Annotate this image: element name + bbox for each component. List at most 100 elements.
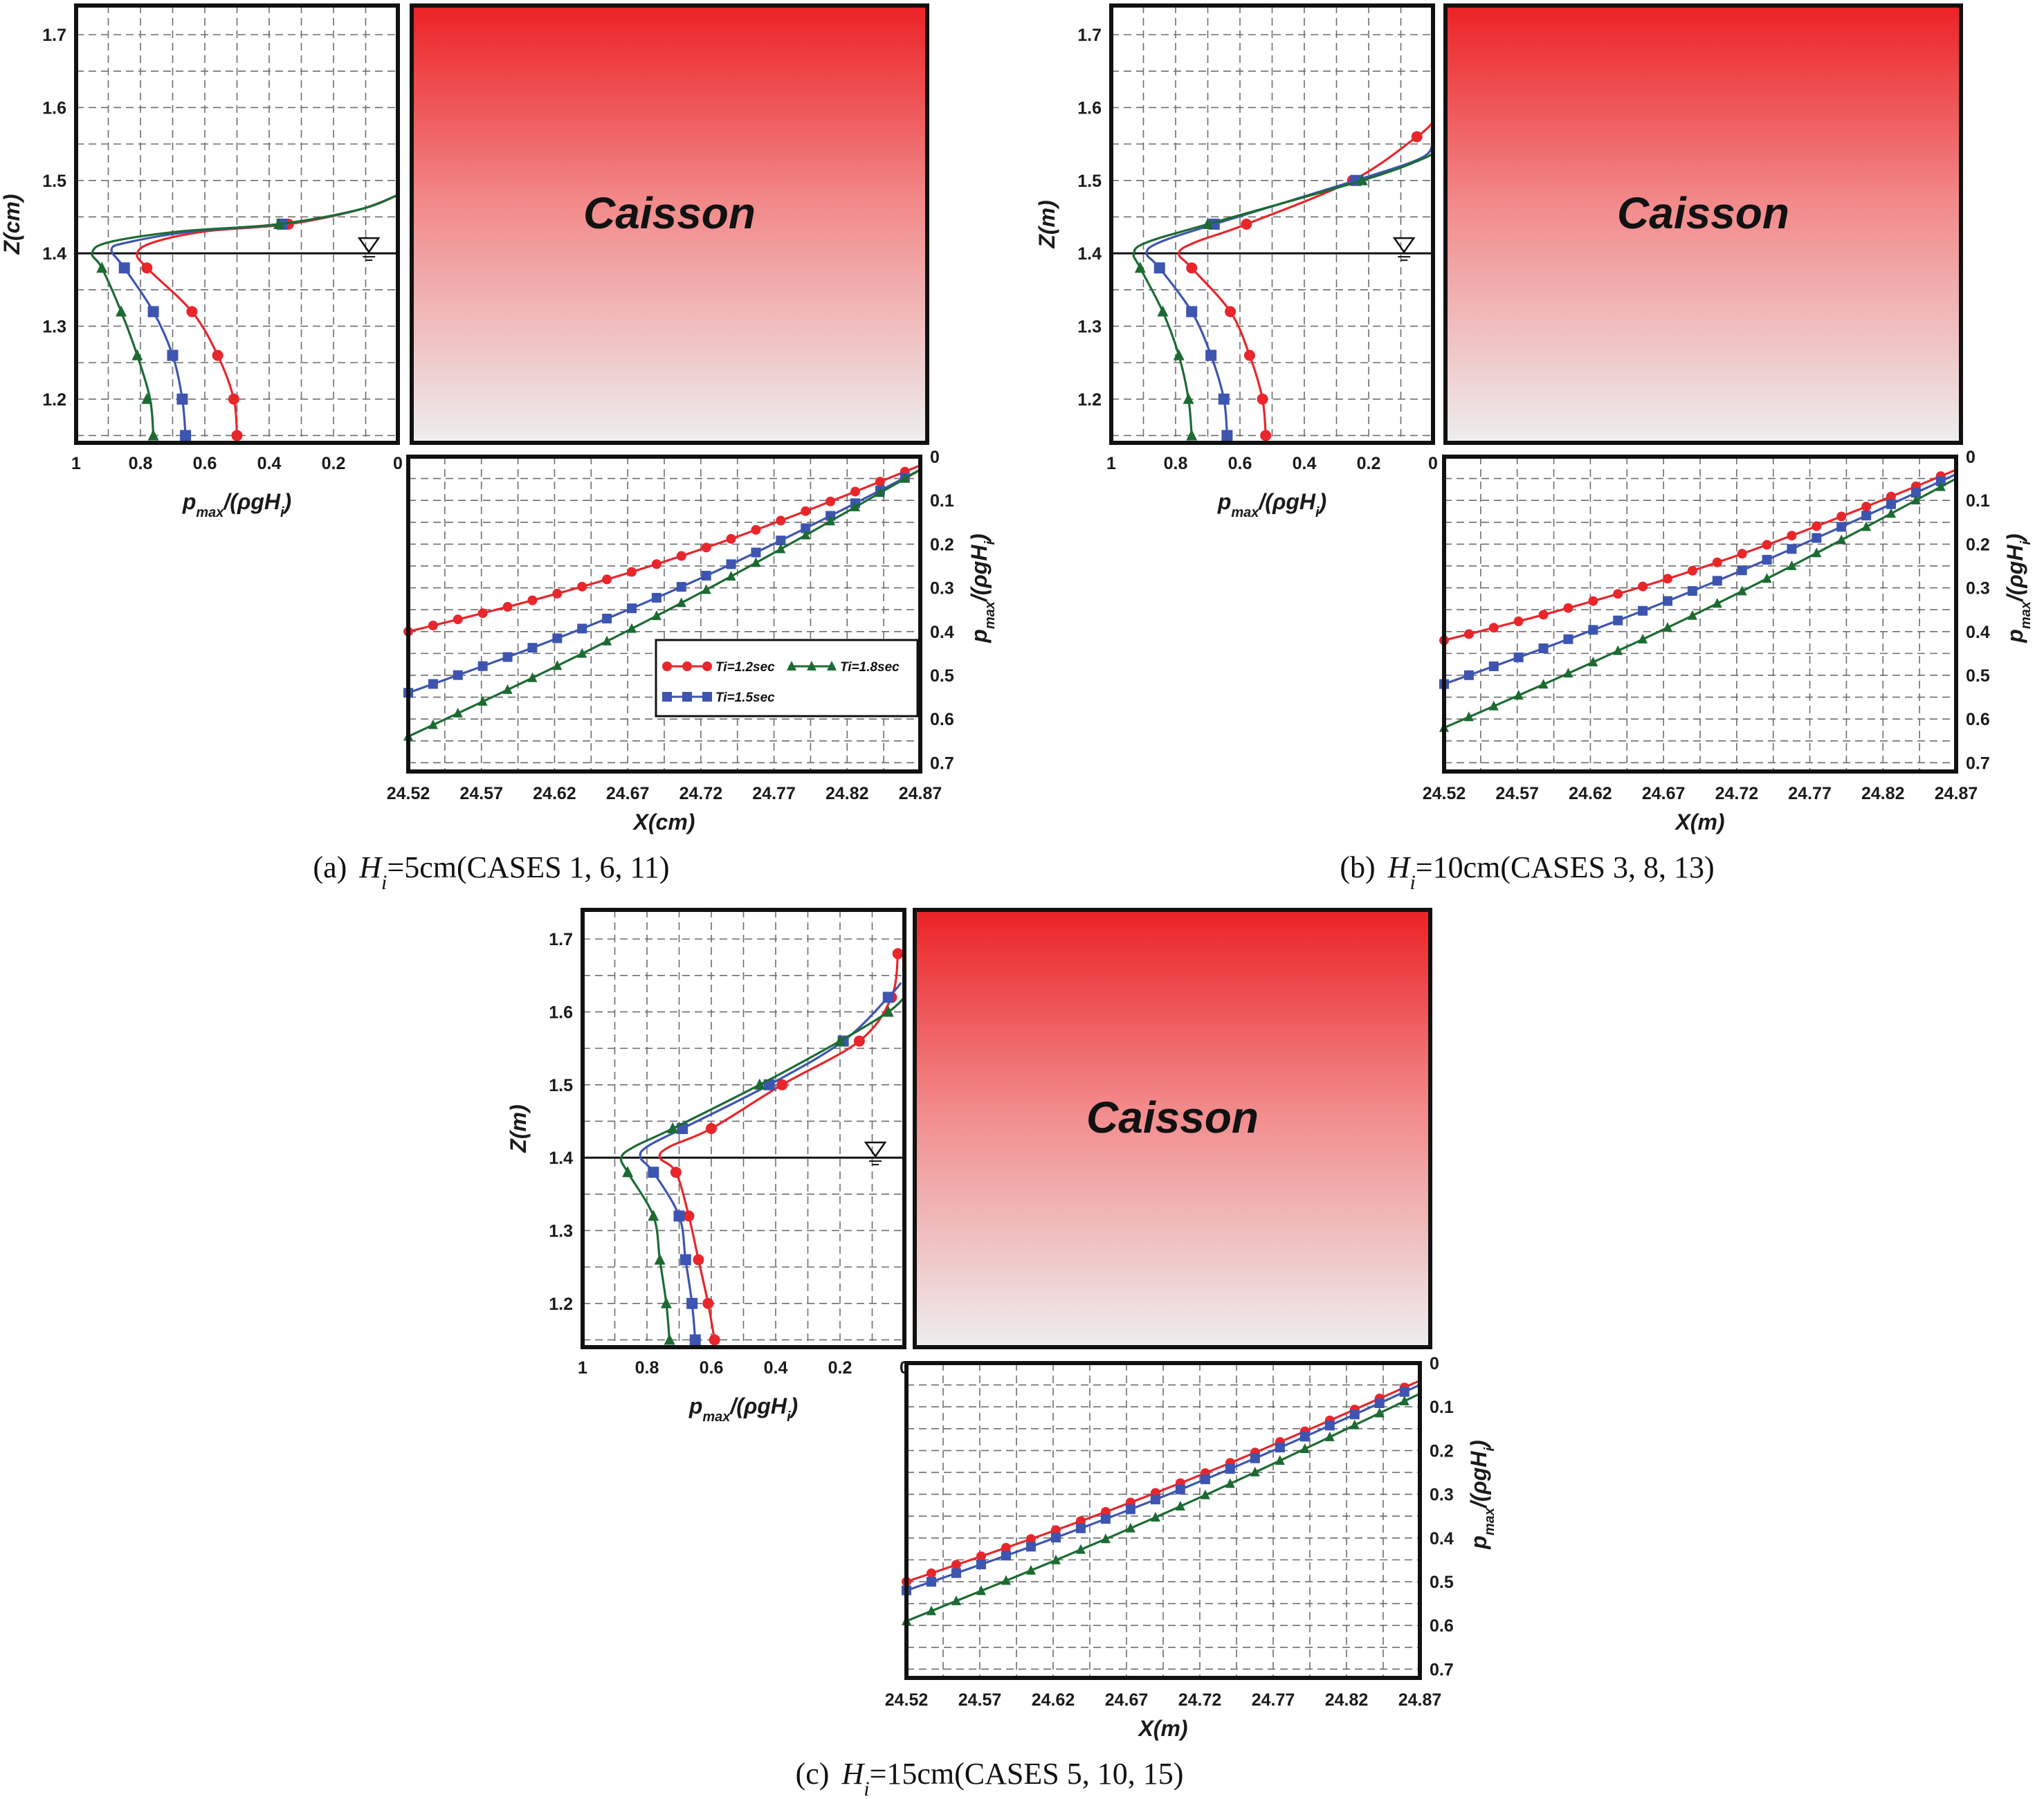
water-level-icon [357, 237, 381, 254]
circle-marker [1563, 603, 1573, 613]
left-profile-plot: 1 0.8 0.6 0.4 0.2 01.21.31.41.51.61.7pmax/(ρg… [506, 908, 909, 1425]
x-tick-label: 0.8 [129, 454, 153, 473]
legend-label: Ti=1.5sec [715, 691, 775, 705]
triangle-marker [1157, 305, 1169, 317]
caisson-label: Caisson [583, 188, 756, 238]
square-marker [676, 582, 686, 592]
label-part: max [983, 601, 998, 629]
triangle-marker [1463, 711, 1474, 722]
circle-marker [627, 567, 637, 577]
x-tick-label: 0.6 [1228, 454, 1252, 473]
x-tick-label: 0 [1428, 454, 1438, 473]
triangle-marker [1762, 573, 1772, 583]
x-tick-label: 24.52 [885, 1690, 929, 1710]
label-part: p [688, 1394, 703, 1418]
bottom-series-Ti=1.5sec [902, 1384, 1421, 1596]
label-part: (b) [1340, 850, 1375, 884]
x-tick-label: 24.62 [533, 784, 576, 803]
label-part: p [182, 489, 197, 514]
triangle-marker [801, 529, 811, 540]
label-part: ) [282, 489, 292, 514]
square-marker [1762, 554, 1772, 565]
water-level-icon [864, 1141, 887, 1158]
plot-frame [1109, 3, 1435, 445]
square-marker [701, 571, 711, 581]
plot-frame [581, 908, 906, 1349]
square-marker [552, 633, 563, 643]
circle-marker [951, 1560, 961, 1570]
series-line [1443, 477, 1957, 729]
triangle-marker [1125, 1522, 1135, 1533]
x-axis-label: pmax/(ρgHi) [182, 489, 291, 520]
circle-marker [853, 1035, 865, 1047]
x-tick-label: 24.57 [1495, 784, 1539, 803]
circle-marker [1513, 616, 1524, 626]
circle-marker [875, 477, 885, 487]
bottom-pressure-plot: 24.52 24.57 24.62 24.67 24.72 24.77 24.82 24.87… [1423, 448, 2034, 834]
bottom-series-Ti=1.8sec [902, 1392, 1421, 1625]
circle-marker [1257, 393, 1268, 405]
triangle-marker [664, 1333, 675, 1345]
x-tick-label: 0.2 [1357, 454, 1381, 473]
triangle-marker [900, 473, 910, 483]
square-marker [527, 643, 538, 653]
label-part: /(ρgH [222, 489, 280, 514]
label-part: ) [2002, 533, 2027, 543]
square-marker [1186, 306, 1198, 318]
label-part: i [2018, 541, 2034, 545]
label-part: i [864, 1778, 869, 1799]
y-tick-label: 1.6 [549, 1003, 573, 1022]
circle-marker [141, 262, 153, 274]
triangle-marker [1737, 585, 1747, 596]
square-marker [428, 679, 438, 689]
y-tick-label: 1.3 [549, 1221, 573, 1241]
circle-marker [1836, 511, 1847, 522]
x-tick-label: 24.72 [1178, 1690, 1222, 1710]
triangle-marker [1861, 521, 1872, 531]
y-tick-label: 1.2 [549, 1295, 573, 1314]
x-tick-label: 0.8 [1164, 454, 1188, 473]
y-tick-label: 1.2 [42, 390, 66, 410]
square-marker [686, 1297, 698, 1309]
triangle-marker [976, 1585, 986, 1596]
triangle-marker [1202, 218, 1214, 229]
circle-marker [701, 542, 711, 553]
triangle-marker [1712, 598, 1722, 608]
square-marker [1463, 670, 1474, 680]
legend-label: Ti=1.2sec [715, 660, 775, 675]
triangle-marker [1374, 1407, 1385, 1418]
circle-marker [577, 581, 587, 592]
circle-marker [892, 948, 904, 960]
triangle-marker [1687, 610, 1697, 620]
y-tick-label: 0.7 [930, 754, 954, 773]
square-marker [1374, 1398, 1385, 1408]
label-part: max [1482, 1507, 1497, 1535]
circle-marker [1225, 306, 1237, 318]
triangle-marker [1812, 547, 1822, 558]
triangle-marker [754, 1078, 765, 1090]
square-marker [602, 613, 612, 623]
y-tick-label: 0.1 [930, 491, 954, 511]
square-marker [726, 559, 736, 569]
circle-marker [1812, 521, 1822, 531]
label-part: H [1387, 850, 1412, 884]
triangle-marker [602, 635, 612, 646]
circle-marker [552, 588, 563, 599]
square-marker [1588, 625, 1598, 635]
circle-marker [1886, 491, 1897, 502]
x-tick-label: 24.77 [1252, 1690, 1295, 1710]
square-marker [1638, 605, 1648, 616]
triangle-marker [1075, 1544, 1086, 1554]
y-tick-label: 1.2 [1077, 390, 1102, 410]
triangle-marker [807, 661, 816, 670]
square-marker [1225, 1463, 1235, 1474]
square-marker [926, 1577, 936, 1587]
series-line [1178, 121, 1434, 436]
label-part: H [841, 1757, 865, 1791]
square-marker [651, 592, 661, 603]
caisson-block: Caisson [1443, 3, 1963, 445]
y-axis-label: pmax/(ρgHi) [967, 533, 998, 643]
bottom-series-Ti=1.5sec [1439, 473, 1957, 689]
profile-series-Ti=1.8sec [91, 194, 399, 441]
y-tick-label: 0.4 [1966, 623, 1990, 642]
